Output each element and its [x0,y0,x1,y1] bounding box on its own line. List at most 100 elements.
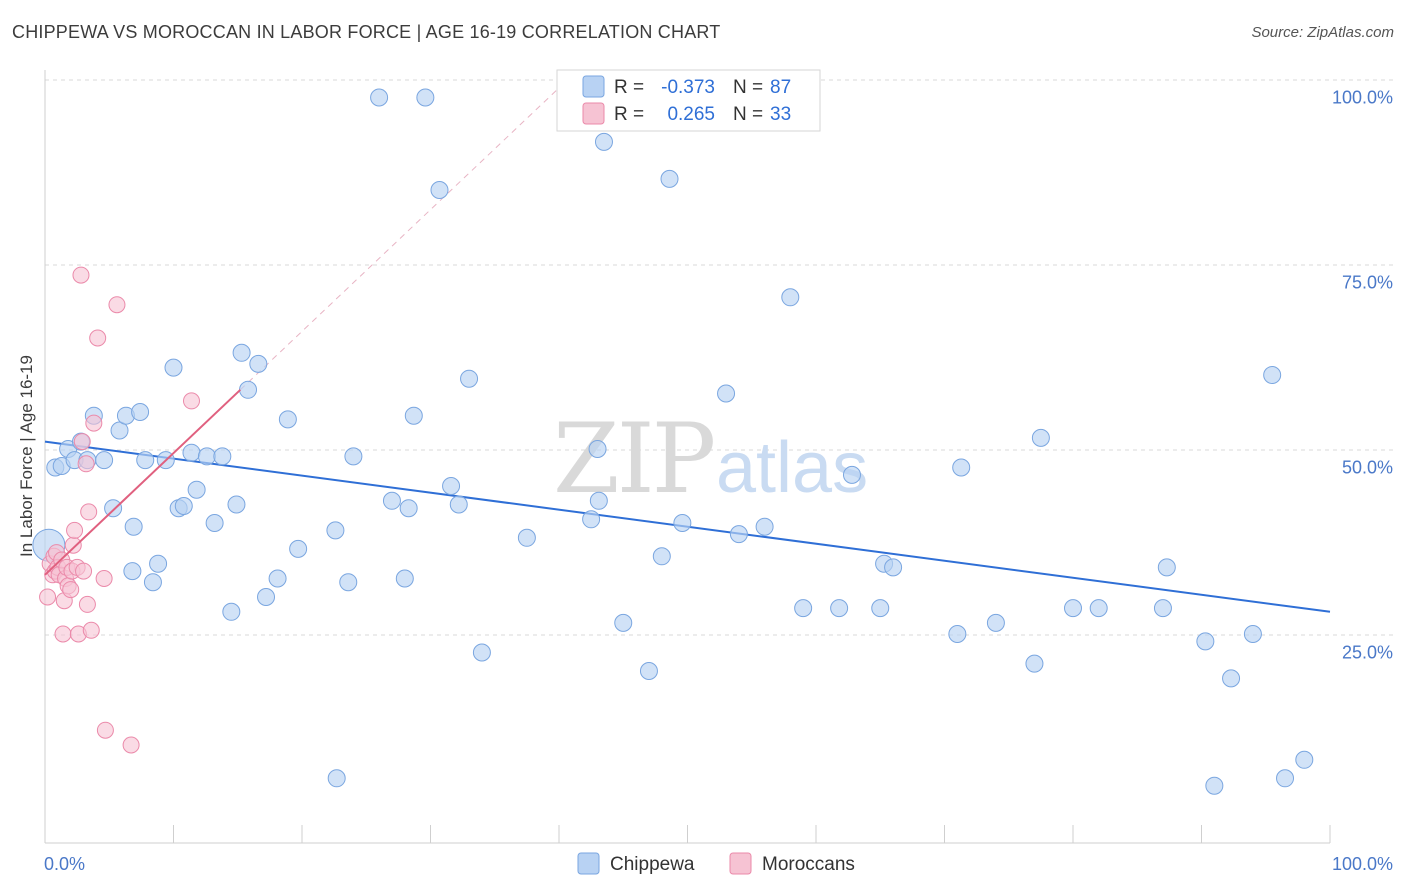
moroccan-point [82,621,100,639]
chippewa-point [582,510,601,529]
chippewa-point [842,465,861,484]
moroccan-point [89,329,107,347]
chippewa-point [948,625,967,643]
legend-r-label-moroccan: R = [614,104,644,125]
chippewa-point [1205,776,1224,795]
legend-n-value-chippewa: 87 [770,77,791,98]
moroccan-point [75,562,93,580]
y-axis-label: In Labor Force | Age 16-19 [17,355,36,557]
chippewa-point [249,354,268,373]
chippewa-point [187,480,206,499]
chippewa-point [131,403,150,421]
y-tick-label: 25.0% [1342,643,1393,663]
chippewa-point [339,573,358,592]
chippewa-point [104,499,123,518]
chippewa-points [32,88,1314,795]
legend-r-value-moroccan: 0.265 [667,104,715,125]
chippewa-point [416,88,435,107]
chippewa-point [222,602,241,621]
chippewa-point [143,573,162,592]
chippewa-point [1196,632,1215,651]
chippewa-point [717,384,736,403]
chippewa-point [257,588,276,606]
moroccan-point [77,455,95,473]
chippewa-point [472,643,491,662]
chippewa-point [794,599,813,618]
source-credit: Source: ZipAtlas.com [1251,24,1394,41]
series-legend: Chippewa Moroccans [577,852,855,875]
bottom-legend-swatch-chippewa [577,852,600,875]
chippewa-point [399,499,418,518]
chippewa-point [95,451,114,470]
bottom-legend-swatch-moroccan [729,852,752,875]
stats-legend: R = -0.373 N = 87 R = 0.265 N = 33 [556,69,821,132]
chippewa-point [594,132,613,151]
chippewa-point [278,410,297,429]
chippewa-point [123,562,142,581]
chippewa-point [1263,366,1282,384]
watermark-atlas: atlas [716,428,868,508]
chippewa-point [395,569,414,588]
chippewa-point [1276,769,1295,788]
chippewa-point [1243,625,1262,643]
y-tick-label: 50.0% [1342,458,1393,478]
chippewa-point [232,343,251,362]
chippewa-point [871,599,890,618]
moroccan-point [54,625,72,643]
chippewa-point [673,514,692,532]
moroccan-point [72,266,90,284]
chippewa-point [289,539,308,558]
chippewa-point [588,440,607,458]
watermark: ZIP atlas [553,403,868,515]
moroccan-point [64,536,82,554]
chippewa-point [124,517,143,536]
chippewa-point [205,514,224,532]
trendline-moroccan [44,389,242,576]
moroccan-point [108,296,126,314]
chippewa-point [660,169,679,188]
chippewa-point [382,491,401,510]
legend-swatch-chippewa [582,75,605,98]
bottom-legend-label-chippewa: Chippewa [610,854,695,875]
chippewa-point [404,406,423,425]
chippewa-point [182,443,201,462]
chippewa-point [1153,599,1172,618]
chippewa-point [197,447,216,466]
chippewa-point [326,521,345,540]
chippewa-point [639,662,658,680]
moroccan-point [96,721,114,739]
chippewa-point [1222,669,1241,688]
chippewa-point [164,358,183,377]
chippewa-point [1089,599,1108,618]
chippewa-point [449,495,468,514]
moroccan-point [80,503,98,521]
chippewa-point [327,769,346,788]
moroccan-point [78,595,96,613]
chippewa-point [1064,599,1082,618]
chippewa-point [213,447,232,466]
chippewa-point [781,288,800,307]
chippewa-point [460,369,479,388]
moroccan-point [73,433,91,451]
watermark-zip: ZIP [553,403,714,515]
legend-n-label-moroccan: N = [733,104,763,125]
y-tick-label: 75.0% [1342,273,1393,293]
legend-r-label-chippewa: R = [614,77,644,98]
chippewa-point [589,491,608,510]
moroccan-points [39,266,242,754]
moroccan-point [39,588,57,606]
chippewa-point [430,181,449,199]
chippewa-point [442,477,461,495]
chippewa-point [614,613,633,632]
legend-n-label-chippewa: N = [733,77,763,98]
axes-layer: 0.0% 100.0% [44,70,1393,874]
moroccan-point [95,570,113,587]
bottom-legend-label-moroccans: Moroccans [762,854,855,875]
moroccan-point [182,392,200,410]
y-tick-label: 100.0% [1332,88,1393,108]
chart-title: CHIPPEWA VS MOROCCAN IN LABOR FORCE | AG… [12,22,721,42]
chippewa-point [517,528,536,547]
chippewa-point [370,88,389,107]
chippewa-point [1031,428,1050,447]
